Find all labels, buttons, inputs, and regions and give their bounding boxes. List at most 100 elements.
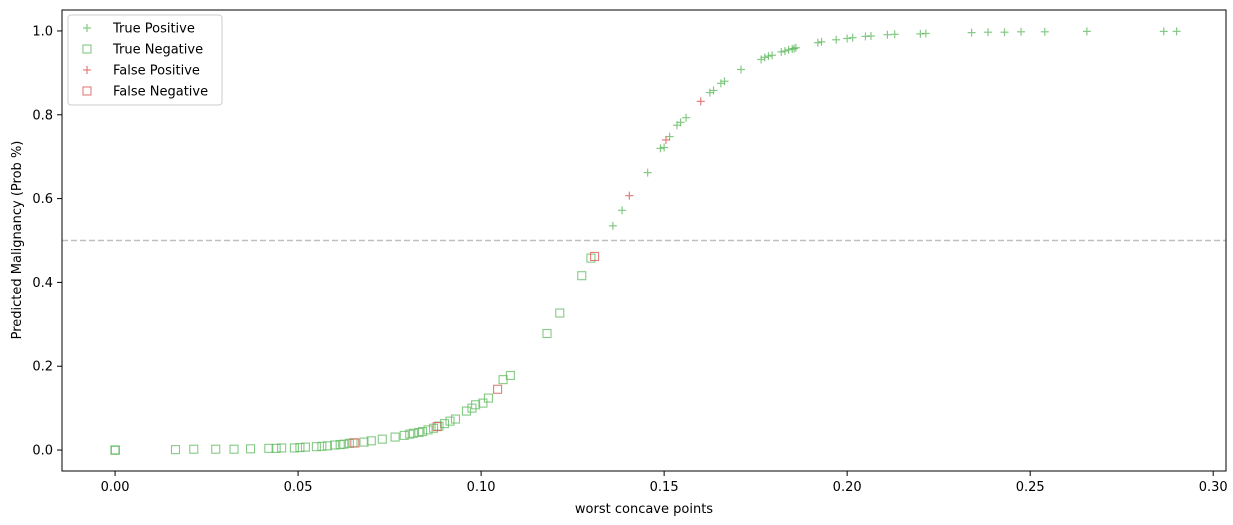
data-point-true-negative: [317, 441, 327, 451]
x-tick-label: 0.20: [833, 480, 862, 495]
data-point-true-positive: [768, 51, 777, 60]
data-point-true-negative: [408, 428, 418, 438]
data-point-true-positive: [665, 132, 674, 141]
x-axis-label: worst concave points: [575, 502, 713, 517]
y-tick-label: 0.0: [32, 444, 53, 459]
data-point-false-negative: [432, 422, 442, 432]
data-point-true-negative: [295, 442, 305, 453]
data-point-true-negative: [271, 443, 281, 453]
x-tick-label: 0.05: [284, 480, 313, 495]
data-point-true-positive: [656, 144, 665, 153]
data-point-true-positive: [737, 65, 745, 74]
data-point-true-positive: [1159, 27, 1168, 36]
legend-marker-false-negative: [82, 86, 92, 96]
data-point-true-positive: [660, 143, 669, 152]
x-tick-label: 0.30: [1199, 480, 1228, 495]
data-point-true-positive: [883, 30, 892, 39]
legend-label-false-negative: False Negative: [113, 85, 208, 100]
data-point-true-negative: [277, 443, 287, 453]
data-point-true-positive: [780, 47, 789, 56]
data-point-false-positive: [625, 191, 634, 200]
data-point-true-negative: [264, 443, 274, 453]
data-point-true-negative: [229, 444, 239, 454]
data-point-true-positive: [813, 38, 822, 47]
data-point-true-negative: [439, 419, 450, 429]
data-point-true-negative: [110, 445, 120, 455]
data-point-true-negative: [366, 436, 376, 446]
data-point-true-negative: [330, 440, 340, 450]
data-point-true-negative: [555, 308, 565, 318]
y-axis-label: Predicted Malignancy (Prob %): [10, 141, 25, 340]
data-point-true-negative: [211, 444, 221, 454]
plot-frame: [61, 9, 1227, 472]
data-point-true-negative: [445, 416, 455, 426]
y-tick-label: 0.8: [32, 108, 53, 123]
x-tick-label: 0.15: [650, 480, 679, 495]
data-point-true-positive: [832, 35, 841, 44]
data-point-true-negative: [322, 441, 332, 451]
legend-label-true-positive: True Positive: [112, 22, 195, 37]
legend-marker-false-positive: [83, 66, 91, 74]
legend-label-false-positive: False Positive: [113, 64, 200, 79]
data-point-true-positive: [1000, 28, 1009, 37]
legend-marker-true-positive: [83, 24, 91, 32]
data-point-true-negative: [542, 328, 552, 339]
data-point-true-positive: [682, 113, 691, 122]
data-point-true-negative: [478, 398, 488, 408]
legend-label-true-negative: True Negative: [112, 43, 203, 58]
data-point-true-positive: [676, 118, 685, 127]
data-point-true-positive: [1040, 27, 1049, 36]
data-point-true-negative: [505, 370, 515, 380]
data-point-true-positive: [866, 31, 875, 40]
data-point-true-negative: [483, 393, 493, 403]
data-point-true-positive: [709, 86, 718, 95]
data-point-true-positive: [720, 77, 729, 86]
x-tick-label: 0.25: [1016, 480, 1045, 495]
data-point-true-negative: [450, 414, 461, 424]
data-point-true-positive: [921, 29, 930, 38]
legend: True Positive True Negative False Positive…: [67, 14, 223, 106]
data-point-true-negative: [170, 445, 181, 455]
data-point-true-negative: [461, 406, 472, 416]
legend-marker-true-negative: [82, 44, 92, 54]
data-point-false-negative: [493, 384, 503, 394]
data-point-false-positive: [661, 135, 670, 144]
data-point-true-positive: [760, 53, 769, 62]
data-point-true-negative: [399, 430, 409, 440]
y-tick-label: 1.0: [32, 24, 53, 39]
data-point-true-positive: [643, 168, 652, 177]
data-point-true-positive: [817, 37, 826, 46]
data-point-true-negative: [471, 400, 481, 410]
data-point-true-positive: [967, 28, 976, 37]
data-point-true-negative: [289, 443, 299, 453]
data-point-true-positive: [1082, 27, 1091, 36]
data-point-true-positive: [1017, 27, 1026, 36]
data-point-true-positive: [843, 34, 852, 43]
data-point-true-negative: [423, 425, 433, 435]
y-tick-label: 0.2: [32, 360, 53, 375]
data-point-true-negative: [359, 437, 369, 447]
data-point-true-negative: [390, 432, 400, 442]
data-point-true-positive: [890, 30, 899, 39]
data-point-true-positive: [777, 47, 786, 56]
data-point-true-positive: [790, 44, 799, 53]
data-point-true-positive: [1172, 27, 1181, 36]
data-point-true-negative: [417, 427, 428, 437]
legend-frame: [67, 14, 223, 106]
data-point-true-positive: [764, 52, 773, 61]
data-point-true-positive: [848, 33, 857, 42]
y-tick-label: 0.6: [32, 192, 53, 207]
data-point-true-positive: [791, 43, 800, 52]
data-point-true-negative: [577, 271, 587, 281]
data-point-true-negative: [300, 442, 310, 452]
data-point-true-positive: [984, 28, 993, 37]
data-point-true-negative: [189, 444, 199, 454]
data-point-true-negative: [339, 439, 349, 449]
x-tick-label: 0.10: [467, 480, 496, 495]
data-point-false-negative: [590, 251, 600, 261]
x-tick-label: 0.00: [101, 480, 130, 495]
data-point-true-negative: [245, 444, 256, 454]
data-point-true-positive: [618, 206, 627, 215]
data-point-true-negative: [311, 442, 321, 452]
